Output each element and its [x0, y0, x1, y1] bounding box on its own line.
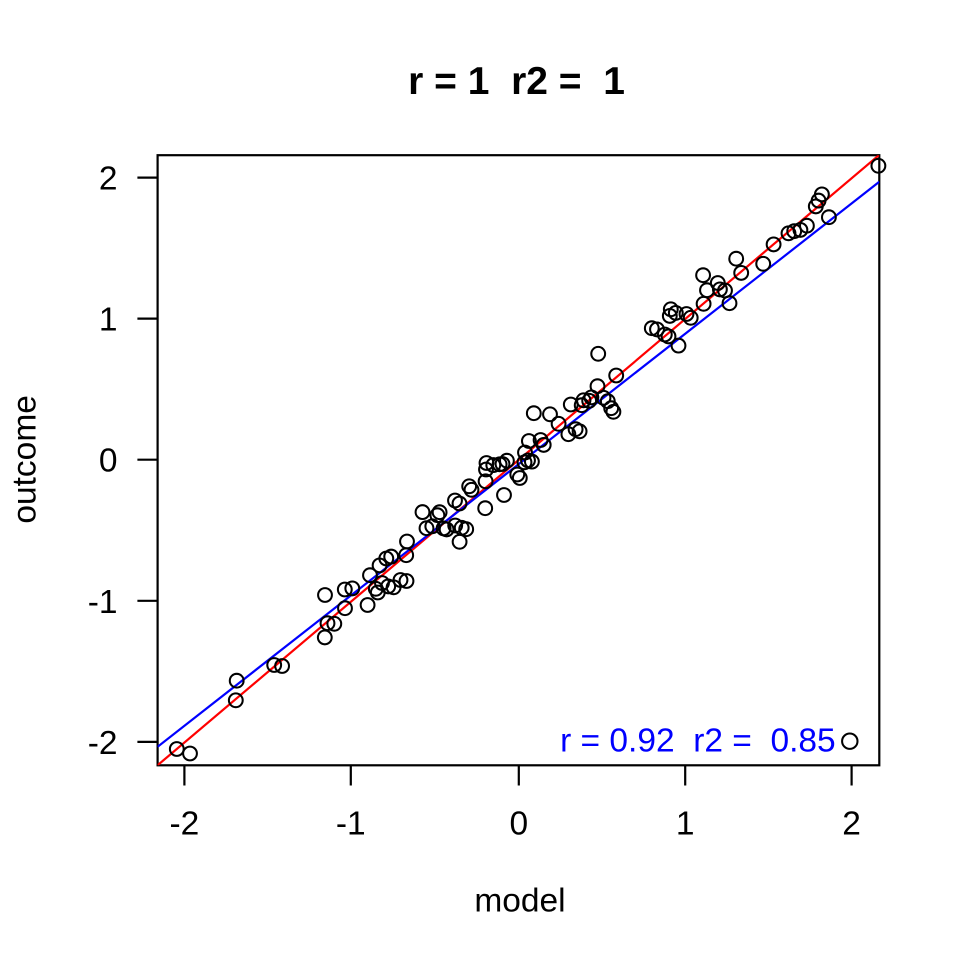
svg-text:-1: -1: [88, 584, 118, 621]
svg-text:outcome: outcome: [6, 395, 43, 524]
svg-text:-2: -2: [170, 806, 200, 843]
svg-text:2: 2: [99, 161, 118, 198]
svg-text:r = 1 r2 = 1: r = 1 r2 = 1: [408, 60, 625, 103]
svg-text:r = 0.92 r2 = 0.85: r = 0.92 r2 = 0.85: [560, 723, 836, 760]
svg-text:model: model: [474, 883, 565, 920]
svg-text:1: 1: [99, 302, 118, 339]
svg-text:2: 2: [842, 806, 861, 843]
svg-text:0: 0: [99, 443, 118, 480]
svg-text:0: 0: [509, 806, 528, 843]
svg-text:-2: -2: [88, 725, 118, 762]
svg-text:1: 1: [676, 806, 695, 843]
svg-text:-1: -1: [336, 806, 366, 843]
